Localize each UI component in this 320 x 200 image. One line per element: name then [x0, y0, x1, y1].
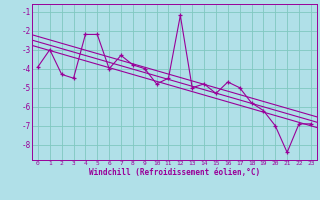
X-axis label: Windchill (Refroidissement éolien,°C): Windchill (Refroidissement éolien,°C) — [89, 168, 260, 177]
